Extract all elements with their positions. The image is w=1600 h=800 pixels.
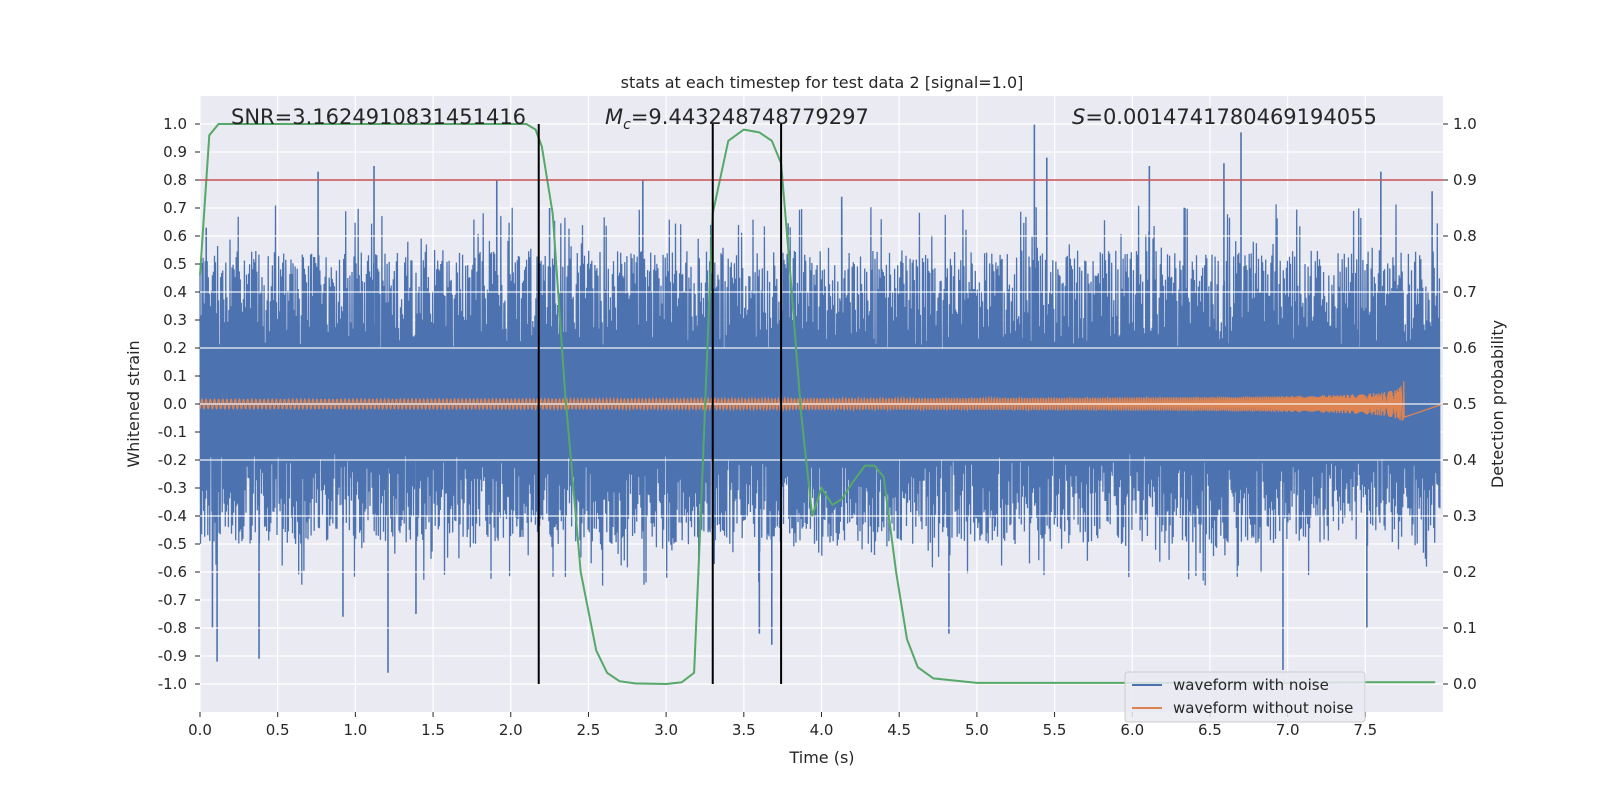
y-left-tick-label: -0.5 [158, 535, 187, 553]
legend-label-clean: waveform without noise [1173, 699, 1353, 717]
y-left-axis-label: Whitened strain [124, 340, 143, 467]
x-tick-label: 4.0 [810, 721, 834, 739]
statistic-annotation: S=0.0014741780469194055 [1072, 105, 1377, 129]
y-left-tick-label: -0.2 [158, 451, 187, 469]
y-right-tick-label: 1.0 [1453, 115, 1477, 133]
y-left-tick-label: -0.6 [158, 563, 187, 581]
y-left-tick-label: -0.3 [158, 479, 187, 497]
vertical-markers [537, 124, 783, 684]
legend-box [1124, 671, 1366, 723]
detection-probability-line [199, 123, 1436, 686]
y-left-tick-label: 0.3 [163, 311, 187, 329]
chart-title: stats at each timestep for test data 2 [… [621, 73, 1024, 92]
y-right-tick-label: 0.8 [1453, 227, 1477, 245]
y-left-tick-label: -0.7 [158, 591, 187, 609]
y-left-tick-label: 0.2 [163, 339, 187, 357]
noise-waveform-line [199, 204, 1441, 586]
chirp-mass-symbol: M [605, 105, 623, 129]
x-tick-label: 4.5 [887, 721, 911, 739]
x-tick-label: 2.5 [577, 721, 601, 739]
y-right-tick-label: 0.5 [1453, 395, 1477, 413]
y-right-tick-label: 0.7 [1453, 283, 1477, 301]
x-tick-label: 7.5 [1353, 721, 1377, 739]
x-axis-ticks: 0.0 0.5 1.0 1.5 2.0 2.5 3.0 3.5 4.0 4.5 5.0 5.5 6.0 6… [188, 712, 1377, 739]
y-right-tick-label: 0.1 [1453, 619, 1477, 637]
y-left-tick-label: 0.6 [163, 227, 187, 245]
x-axis-label: Time (s) [788, 748, 854, 767]
x-tick-label: 3.0 [654, 721, 678, 739]
x-tick-label: 2.0 [499, 721, 523, 739]
y-left-tick-label: 0.5 [163, 255, 187, 273]
x-tick-label: 0.0 [188, 721, 212, 739]
y-left-tick-label: 0.8 [163, 171, 187, 189]
x-tick-label: 6.5 [1198, 721, 1222, 739]
x-tick-label: 3.5 [732, 721, 756, 739]
snr-annotation: SNR=3.1624910831451416 [231, 105, 526, 129]
y-left-tick-label: -1.0 [158, 675, 187, 693]
y-left-tick-label: 0.9 [163, 143, 187, 161]
y-left-tick-label: 0.0 [163, 395, 187, 413]
y-left-tick-label: -0.9 [158, 647, 187, 665]
x-tick-label: 7.0 [1276, 721, 1300, 739]
y-left-axis-ticks: 1.0 0.9 0.8 0.7 0.6 0.5 0.4 0.3 0.2 0.1 0.0 -0.1 -0.… [158, 115, 200, 693]
clean-waveform-line [199, 381, 1444, 421]
y-left-tick-label: 0.4 [163, 283, 187, 301]
statistic-symbol: S [1072, 105, 1085, 129]
clean-waveform-group [199, 381, 1444, 421]
x-tick-label: 1.0 [343, 721, 367, 739]
y-left-tick-label: -0.8 [158, 619, 187, 637]
y-right-tick-label: 0.9 [1453, 171, 1477, 189]
y-right-axis-label: Detection probability [1488, 320, 1507, 488]
x-tick-label: 5.0 [965, 721, 989, 739]
y-left-tick-label: -0.4 [158, 507, 187, 525]
chirp-mass-value: =9.443248748779297 [631, 105, 869, 129]
legend-label-noise: waveform with noise [1173, 676, 1329, 694]
legend: waveform with noise waveform without noi… [1124, 671, 1366, 723]
y-left-tick-label: 1.0 [163, 115, 187, 133]
x-tick-label: 1.5 [421, 721, 445, 739]
y-left-tick-label: 0.1 [163, 367, 187, 385]
x-tick-label: 5.5 [1043, 721, 1067, 739]
chirp-mass-annotation: Mc=9.443248748779297 [605, 105, 869, 133]
y-left-tick-label: 0.7 [163, 199, 187, 217]
y-left-tick-label: -0.1 [158, 423, 187, 441]
y-right-tick-label: 0.3 [1453, 507, 1477, 525]
y-right-tick-label: 0.4 [1453, 451, 1477, 469]
statistic-value: =0.0014741780469194055 [1085, 105, 1377, 129]
x-tick-label: 0.5 [266, 721, 290, 739]
probability-series-group [199, 123, 1436, 686]
y-right-tick-label: 0.6 [1453, 339, 1477, 357]
chirp-mass-subscript: c [623, 117, 631, 133]
x-tick-label: 6.0 [1120, 721, 1144, 739]
y-right-tick-label: 0.2 [1453, 563, 1477, 581]
y-right-axis-ticks: 1.0 0.9 0.8 0.7 0.6 0.5 0.4 0.3 0.2 0.1 0.0 [1443, 115, 1477, 693]
y-right-tick-label: 0.0 [1453, 675, 1477, 693]
